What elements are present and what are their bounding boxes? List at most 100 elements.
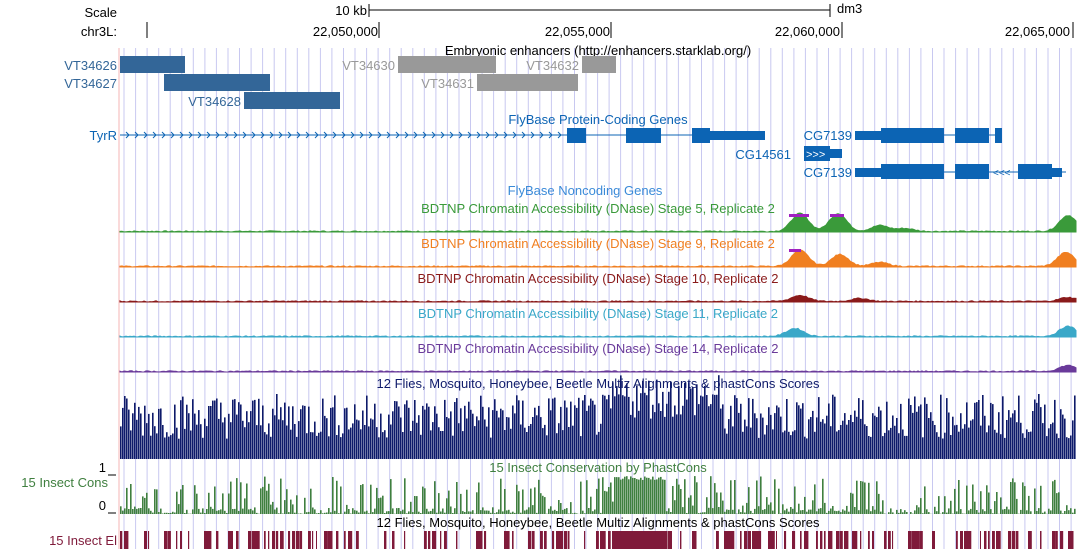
noncoding-genes-track-title[interactable]: FlyBase Noncoding Genes xyxy=(508,183,663,198)
conserved-element xyxy=(844,531,849,549)
conserved-element xyxy=(344,531,346,549)
multiz-bar xyxy=(808,419,810,459)
multiz-track[interactable]: 12 Flies, Mosquito, Honeybee, Beetle Mul… xyxy=(120,375,1076,459)
conserved-element xyxy=(772,531,775,549)
multiz-bar xyxy=(924,397,926,459)
strand-arrows xyxy=(125,131,562,139)
phastcons-bar xyxy=(824,502,826,514)
multiz-bar xyxy=(176,427,178,459)
multiz-bar xyxy=(402,432,404,459)
gene-feature-cg14561[interactable]: >>> xyxy=(804,146,842,161)
dnase-stage10-track[interactable]: BDTNP Chromatin Accessibility (DNase) St… xyxy=(119,271,1077,303)
phastcons-track[interactable]: 15 Insect Conservation by PhastCons 15 I… xyxy=(21,460,1076,514)
enhancers-track[interactable]: Embryonic enhancers (http://enhancers.st… xyxy=(64,43,751,109)
enhancer-feature-vt34626[interactable] xyxy=(120,56,185,73)
phastcons-bar xyxy=(156,489,158,514)
multiz-bar xyxy=(244,427,246,459)
phastcons-bar xyxy=(148,508,150,514)
multiz-bar xyxy=(154,426,156,459)
phastcons-bar xyxy=(274,509,276,514)
gene-label-cg7139-b[interactable]: CG7139 xyxy=(804,165,852,180)
phastcons-bar xyxy=(648,477,650,514)
phastcons-bar xyxy=(292,504,294,514)
dnase-stage5-track[interactable]: BDTNP Chromatin Accessibility (DNase) St… xyxy=(119,201,1077,233)
phastcons-side-label[interactable]: 15 Insect Cons xyxy=(21,475,108,490)
gene-feature-cg7139-a[interactable] xyxy=(855,128,1002,143)
enhancer-feature-vt34628[interactable] xyxy=(244,92,340,109)
multiz-bar xyxy=(824,423,826,459)
enhancer-label-vt34628[interactable]: VT34628 xyxy=(188,94,241,109)
phastcons-bar xyxy=(290,499,292,514)
conserved-element xyxy=(208,531,212,549)
multiz-bar xyxy=(144,405,146,459)
dnase-stage9-signal xyxy=(119,249,1077,268)
phastcons-bar xyxy=(236,478,238,514)
phastcons-bar xyxy=(650,479,652,514)
conserved-elements-track[interactable]: 12 Flies, Mosquito, Honeybee, Beetle Mul… xyxy=(49,515,1074,549)
enhancer-label-vt34626[interactable]: VT34626 xyxy=(64,58,117,73)
phastcons-bar xyxy=(438,493,440,514)
strand-arrow xyxy=(242,131,247,139)
strand-arrow xyxy=(134,131,139,139)
multiz-bar xyxy=(1014,410,1016,459)
phastcons-bar xyxy=(206,509,208,514)
multiz-bar xyxy=(450,411,452,459)
protein-coding-genes-track[interactable]: FlyBase Protein-Coding Genes TyrR CG7139… xyxy=(90,112,1066,180)
phastcons-bar xyxy=(552,510,554,514)
base-position-ruler[interactable]: Scale chr3L: 10 kb dm3 22,050,000 22,055… xyxy=(81,1,1074,39)
enhancer-feature-vt34631[interactable] xyxy=(477,74,578,91)
enhancer-feature-vt34630[interactable] xyxy=(398,56,496,73)
gene-exon xyxy=(955,164,989,179)
enhancer-label-vt34627[interactable]: VT34627 xyxy=(64,76,117,91)
enhancer-feature-vt34627[interactable] xyxy=(164,74,270,91)
enhancer-label-vt34630[interactable]: VT34630 xyxy=(342,58,395,73)
phastcons-bar xyxy=(842,509,844,514)
phastcons-bar xyxy=(432,508,434,514)
dnase-stage14-track[interactable]: BDTNP Chromatin Accessibility (DNase) St… xyxy=(119,341,1077,373)
enhancer-label-vt34631[interactable]: VT34631 xyxy=(421,76,474,91)
multiz-bar xyxy=(218,418,220,459)
multiz-bar xyxy=(748,398,750,459)
phastcons-bar xyxy=(356,510,358,514)
phastcons-bar xyxy=(442,508,444,514)
multiz-bar xyxy=(280,407,282,459)
phastcons-bar xyxy=(786,508,788,514)
gene-label-cg14561[interactable]: CG14561 xyxy=(735,147,791,162)
enhancer-label-vt34632[interactable]: VT34632 xyxy=(526,58,579,73)
multiz-bar xyxy=(726,433,728,459)
multiz-bar xyxy=(1026,429,1028,459)
phastcons-bar xyxy=(822,478,824,514)
multiz-bar xyxy=(400,417,402,459)
multiz-bar xyxy=(978,400,980,459)
gene-feature-tyrr[interactable] xyxy=(120,128,765,143)
phastcons-bar xyxy=(984,511,986,514)
gene-label-tyrr[interactable]: TyrR xyxy=(90,128,117,143)
multiz-bar xyxy=(636,385,638,459)
multiz-bar xyxy=(398,406,400,459)
multiz-bar xyxy=(700,395,702,459)
phastcons-bar xyxy=(204,513,206,514)
phastcons-bar xyxy=(574,512,576,514)
multiz-bar xyxy=(608,394,610,459)
multiz-bar xyxy=(568,427,570,459)
dnase-stage9-track[interactable]: BDTNP Chromatin Accessibility (DNase) St… xyxy=(119,236,1077,268)
phastcons-bar xyxy=(804,496,806,514)
multiz-bar xyxy=(998,412,1000,459)
phastcons-bar xyxy=(398,508,400,514)
dnase-stage11-track[interactable]: BDTNP Chromatin Accessibility (DNase) St… xyxy=(119,306,1077,338)
gene-label-cg7139[interactable]: CG7139 xyxy=(804,128,852,143)
multiz-bar xyxy=(720,408,722,459)
phastcons-bar xyxy=(440,511,442,514)
multiz-bar xyxy=(1030,431,1032,459)
phastcons-bar xyxy=(150,510,152,514)
phastcons-bar xyxy=(756,480,758,514)
multiz-bar xyxy=(940,394,942,459)
phastcons-bar xyxy=(522,489,524,514)
enhancer-feature-vt34632[interactable] xyxy=(582,56,616,73)
gene-feature-cg7139-b[interactable]: <<< xyxy=(855,164,1066,179)
multiz-bar xyxy=(746,426,748,459)
elements-side-label[interactable]: 15 Insect El xyxy=(49,533,117,548)
phastcons-bar xyxy=(770,502,772,514)
conserved-element xyxy=(680,531,682,549)
